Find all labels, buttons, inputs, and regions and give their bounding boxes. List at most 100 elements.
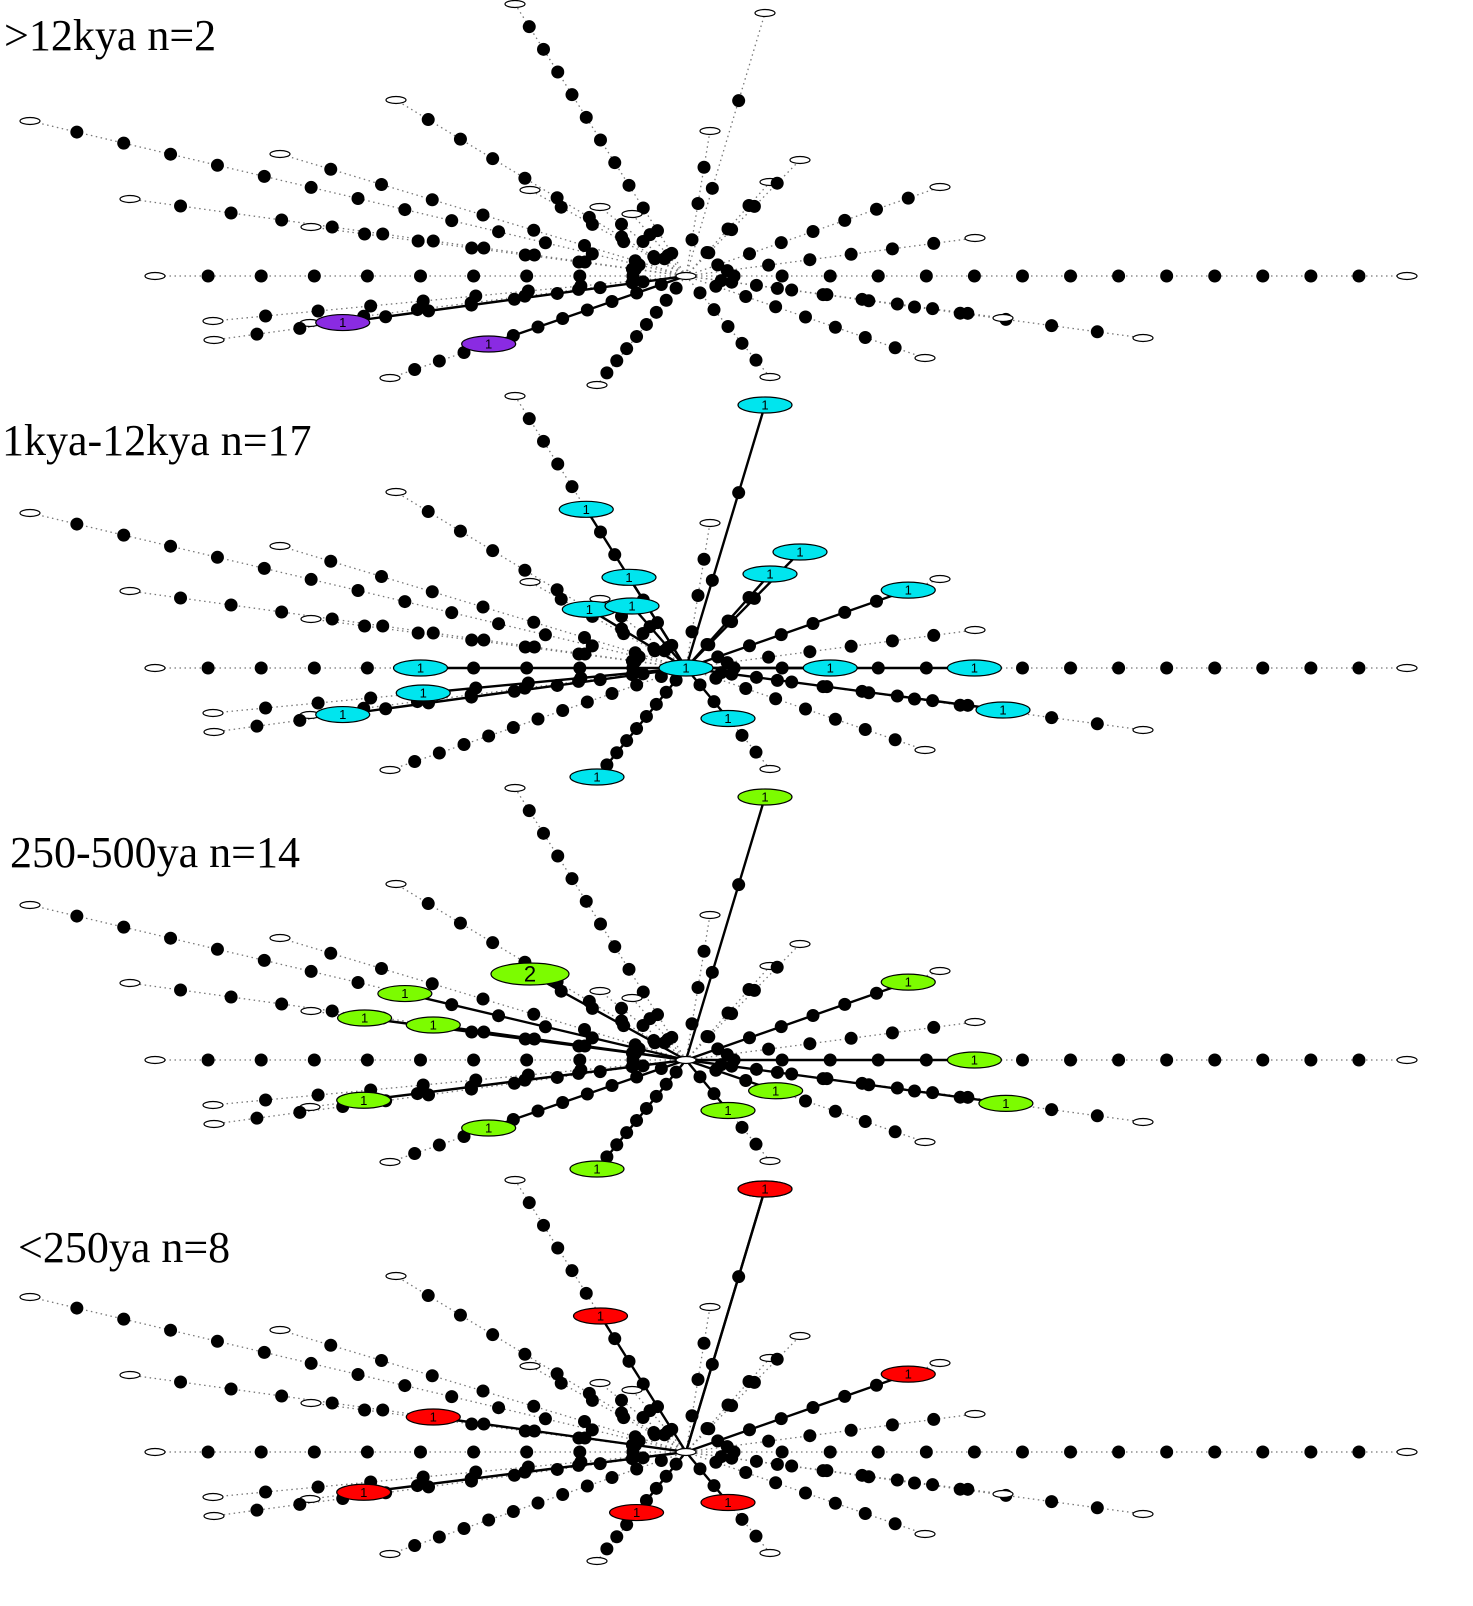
median-vector-dot	[467, 1053, 481, 1067]
median-vector-dot	[605, 1079, 619, 1092]
median-vector-dot	[410, 303, 424, 317]
median-vector-dot	[486, 152, 500, 166]
median-vector-dot	[610, 1138, 624, 1152]
median-vector-dot	[1304, 661, 1318, 675]
median-vector-dot	[117, 528, 131, 542]
median-vector-dot	[721, 320, 735, 333]
median-vector-dot	[720, 656, 734, 670]
median-vector-dot	[304, 572, 318, 586]
median-vector-dot	[325, 612, 339, 626]
network-edge	[685, 237, 976, 277]
median-vector-dot	[649, 1089, 663, 1103]
median-vector-dot	[693, 286, 707, 300]
median-vector-dot	[823, 269, 837, 283]
median-vector-dot	[527, 1424, 541, 1438]
median-vector-dot	[1304, 1053, 1318, 1067]
median-vector-dot	[457, 1522, 471, 1535]
median-vector-dot	[702, 246, 716, 260]
median-vector-dot	[572, 1066, 586, 1080]
median-vector-dot	[531, 1496, 545, 1510]
median-vector-dot	[1160, 661, 1174, 675]
median-vector-dot	[691, 981, 705, 994]
sampled-haplotype: 1	[461, 1119, 517, 1137]
median-vector-dot	[823, 1445, 837, 1459]
median-vector-dot	[669, 281, 683, 295]
median-vector-dot	[257, 953, 271, 967]
median-vector-dot	[844, 1423, 858, 1437]
median-vector-dot	[926, 694, 940, 708]
median-vector-dot	[747, 983, 761, 997]
median-vector-dot	[117, 1312, 131, 1326]
median-vector-dot	[705, 181, 719, 195]
sampled-haplotype: 1	[377, 984, 433, 1003]
unsampled-haplotype	[1132, 333, 1154, 343]
sampled-haplotype: 1	[700, 709, 756, 728]
median-vector-dot	[775, 1445, 789, 1459]
median-vector-dot	[620, 342, 634, 356]
median-vector-dot	[465, 1417, 479, 1431]
median-vector-dot	[774, 628, 788, 642]
median-vector-dot	[720, 1440, 734, 1454]
median-vector-dot	[486, 544, 500, 558]
unsampled-haplotype	[269, 1325, 291, 1335]
network-edge	[685, 629, 976, 669]
median-vector-dot	[605, 295, 619, 308]
unsampled-haplotype	[19, 1292, 41, 1302]
median-vector-dot	[507, 684, 521, 698]
median-vector-dot	[714, 1058, 728, 1072]
median-vector-dot	[625, 1060, 639, 1074]
median-vector-dot	[486, 1328, 500, 1342]
median-vector-dot	[659, 1077, 673, 1091]
median-vector-dot	[531, 1104, 545, 1118]
median-vector-dot	[714, 1450, 728, 1464]
panel-title: 1kya-12kya n=17	[2, 416, 312, 465]
unsampled-haplotype	[914, 1529, 936, 1539]
unsampled-haplotype	[519, 1361, 541, 1371]
median-vector-dot	[565, 480, 579, 494]
median-vector-dot	[537, 42, 550, 56]
median-vector-dot	[803, 253, 817, 267]
median-vector-dot	[890, 1473, 904, 1487]
median-vector-dot	[422, 304, 436, 318]
panel-title: >12kya n=2	[4, 11, 216, 60]
median-vector-dot	[537, 826, 550, 840]
median-vector-dot	[425, 977, 439, 991]
median-vector-dot	[1160, 269, 1174, 283]
median-vector-dot	[769, 1476, 783, 1490]
median-vector-dot	[572, 255, 586, 269]
haplotype-count: 1	[1002, 1096, 1009, 1111]
network-edge	[212, 1451, 687, 1498]
median-vector-dot	[648, 644, 662, 658]
unsampled-haplotype	[914, 745, 936, 755]
median-vector-dot	[600, 758, 614, 772]
median-vector-dot	[325, 1004, 339, 1018]
median-vector-dot	[307, 269, 321, 283]
median-vector-dot	[293, 1497, 307, 1511]
median-vector-dot	[691, 197, 705, 210]
median-vector-dot	[770, 673, 784, 687]
median-vector-dot	[735, 336, 749, 350]
haplotype-count: 1	[430, 1410, 437, 1425]
median-vector-dot	[820, 1464, 834, 1478]
median-vector-dot	[117, 136, 131, 150]
unsampled-haplotype	[964, 1017, 986, 1027]
median-vector-dot	[578, 631, 591, 644]
median-vector-dot	[770, 1065, 784, 1079]
median-vector-dot	[254, 1053, 268, 1067]
median-vector-dot	[691, 1373, 705, 1386]
haplotype-count: 1	[593, 770, 600, 785]
median-vector-dot	[855, 292, 869, 306]
unsampled-haplotype	[385, 487, 407, 497]
sampled-haplotype: 1	[737, 788, 793, 806]
sampled-edge	[685, 1059, 729, 1112]
median-vector-dot	[1112, 269, 1126, 283]
median-vector-dot	[639, 1101, 653, 1115]
median-vector-dot	[1112, 1053, 1126, 1067]
haplotype-count: 1	[761, 1182, 768, 1197]
unsampled-haplotype	[586, 380, 608, 390]
median-vector-dot	[174, 1375, 188, 1389]
median-vector-dot	[762, 1042, 776, 1056]
median-vector-dot	[1015, 1445, 1029, 1459]
median-vector-dot	[625, 1452, 639, 1466]
